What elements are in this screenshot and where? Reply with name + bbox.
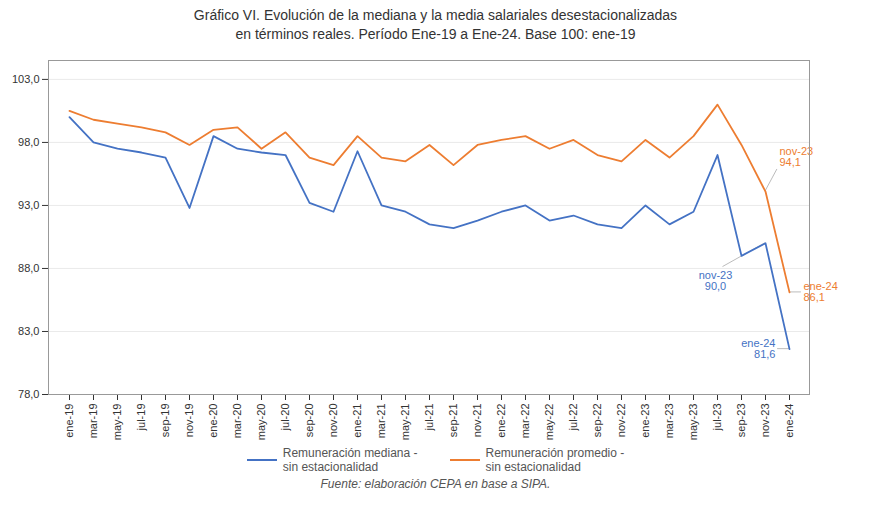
svg-text:nov-2390,0: nov-2390,0 — [699, 269, 733, 292]
html-text:Remuneración promedio - sin es: Remuneración promedio - sin estacionalid… — [485, 445, 625, 475]
svg-text:jul-21: jul-21 — [423, 403, 435, 431]
svg-text:jul-20: jul-20 — [279, 403, 291, 431]
svg-text:mar-22: mar-22 — [519, 403, 531, 438]
svg-text:nov-2394,1: nov-2394,1 — [780, 144, 814, 167]
svg-text:103,0: 103,0 — [12, 73, 40, 85]
svg-text:ene-24: ene-24 — [783, 403, 795, 437]
svg-text:ene-19: ene-19 — [63, 403, 75, 437]
svg-text:sep-22: sep-22 — [591, 403, 603, 437]
svg-text:nov-22: nov-22 — [615, 403, 627, 437]
svg-text:sep-19: sep-19 — [159, 403, 171, 437]
svg-text:may-21: may-21 — [399, 403, 411, 440]
svg-text:nov-19: nov-19 — [183, 403, 195, 437]
svg-text:93,0: 93,0 — [18, 199, 39, 211]
svg-text:sep-20: sep-20 — [303, 403, 315, 437]
svg-text:sep-23: sep-23 — [735, 403, 747, 437]
html-text:Gráfico VI. Evolución de la me: Gráfico VI. Evolución de la mediana y la… — [193, 7, 678, 42]
html-text:Remuneración mediana - sin est: Remuneración mediana - sin estacionalida… — [282, 445, 418, 475]
svg-text:ene-21: ene-21 — [351, 403, 363, 437]
svg-text:mar-19: mar-19 — [87, 403, 99, 438]
svg-text:jul-23: jul-23 — [711, 403, 723, 431]
svg-text:may-23: may-23 — [687, 403, 699, 440]
svg-text:may-22: may-22 — [543, 403, 555, 440]
svg-text:may-20: may-20 — [255, 403, 267, 440]
svg-text:88,0: 88,0 — [18, 262, 39, 274]
svg-text:nov-20: nov-20 — [327, 403, 339, 437]
svg-text:ene-2481,6: ene-2481,6 — [741, 337, 775, 360]
svg-text:nov-21: nov-21 — [471, 403, 483, 437]
svg-text:mar-20: mar-20 — [231, 403, 243, 438]
svg-text:mar-21: mar-21 — [375, 403, 387, 438]
svg-text:ene-23: ene-23 — [639, 403, 651, 437]
svg-text:98,0: 98,0 — [18, 136, 39, 148]
svg-text:ene-22: ene-22 — [495, 403, 507, 437]
svg-text:ene-2486,1: ene-2486,1 — [804, 280, 838, 303]
svg-text:ene-20: ene-20 — [207, 403, 219, 437]
html-text:Fuente: elaboración CEPA en ba: Fuente: elaboración CEPA en base a SIPA. — [320, 476, 551, 491]
svg-text:mar-23: mar-23 — [663, 403, 675, 438]
svg-text:jul-22: jul-22 — [567, 403, 579, 431]
svg-text:nov-23: nov-23 — [759, 403, 771, 437]
svg-text:83,0: 83,0 — [18, 325, 39, 337]
svg-text:may-19: may-19 — [111, 403, 123, 440]
svg-text:jul-19: jul-19 — [135, 403, 147, 431]
svg-text:sep-21: sep-21 — [447, 403, 459, 437]
svg-text:78,0: 78,0 — [18, 388, 39, 400]
